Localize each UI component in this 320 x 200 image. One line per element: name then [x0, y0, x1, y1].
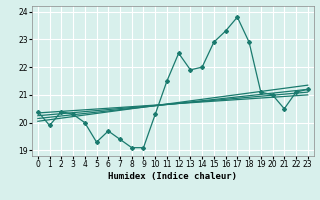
X-axis label: Humidex (Indice chaleur): Humidex (Indice chaleur) — [108, 172, 237, 181]
